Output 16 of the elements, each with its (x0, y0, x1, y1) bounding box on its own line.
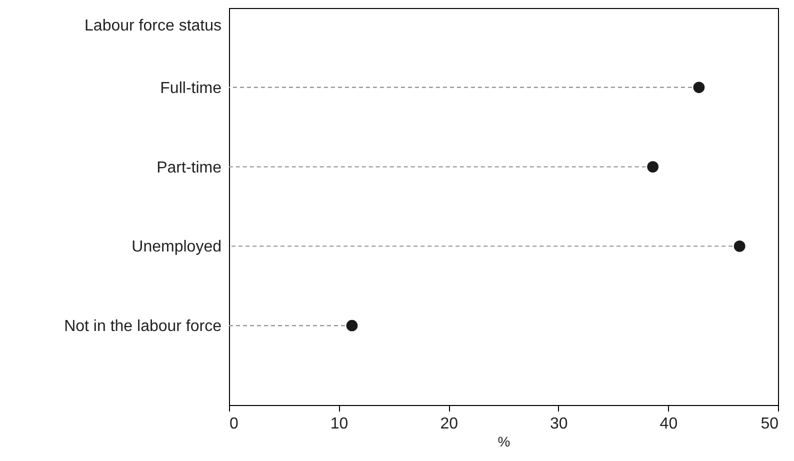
point (734, 240, 746, 252)
point (346, 320, 358, 332)
y-tick-label: Full-time (160, 80, 222, 97)
x-tick-label: 30 (550, 416, 568, 432)
y-tick-label: Not in the labour force (64, 318, 222, 336)
x-tick-label: 50 (760, 416, 779, 432)
y-tick-label: Unemployed (132, 238, 222, 256)
point (693, 82, 705, 94)
y-tick-label: Part-time (156, 159, 222, 176)
point (647, 161, 659, 172)
y-axis-title: Labour force status (84, 18, 222, 34)
x-tick-label: 0 (230, 416, 238, 432)
x-tick-label: 10 (330, 416, 348, 432)
x-axis-title: % (498, 434, 510, 450)
x-tick-label: 20 (440, 416, 458, 432)
x-tick-label: 40 (660, 416, 678, 432)
